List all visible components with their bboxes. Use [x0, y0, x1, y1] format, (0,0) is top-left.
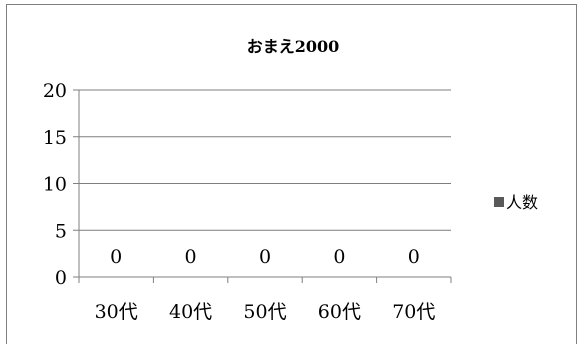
y-tick-label: 10	[43, 174, 67, 196]
y-tick-label: 15	[43, 127, 67, 149]
data-label: 0	[110, 246, 122, 268]
axes	[73, 89, 452, 283]
x-tick-label: 40代	[169, 301, 212, 323]
legend-label: 人数	[506, 193, 538, 212]
data-label: 0	[185, 246, 197, 268]
y-tick-label: 5	[55, 220, 67, 242]
y-tick-labels: 0 5 10 15 20	[43, 80, 67, 289]
x-tick-label: 70代	[392, 301, 435, 323]
x-tick-label: 30代	[95, 301, 138, 323]
y-tick-label: 0	[55, 267, 67, 289]
legend-swatch	[494, 197, 504, 207]
gridlines	[79, 89, 451, 231]
x-tick-label: 50代	[243, 301, 286, 323]
x-tick-labels: 30代 40代 50代 60代 70代	[95, 301, 436, 323]
data-label: 0	[333, 246, 345, 268]
chart-title: おまえ2000	[247, 37, 340, 56]
y-tick-label: 20	[43, 80, 67, 102]
data-label: 0	[259, 246, 271, 268]
x-tick-label: 60代	[318, 301, 361, 323]
data-labels: 0 0 0 0 0	[110, 246, 420, 268]
data-label: 0	[408, 246, 420, 268]
chart-frame	[6, 4, 577, 344]
legend: 人数	[494, 193, 538, 212]
